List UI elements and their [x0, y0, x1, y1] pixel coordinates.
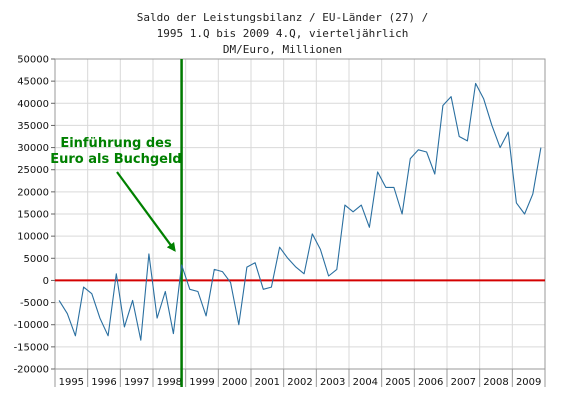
annotation-arrow: [116, 171, 176, 252]
y-tick-label: -15000: [14, 342, 49, 353]
x-tick-label: 2007: [451, 377, 476, 388]
chart-title: Saldo der Leistungsbilanz / EU-Länder (2…: [0, 10, 565, 58]
x-tick-label: 2009: [516, 377, 541, 388]
y-tick-label: -5000: [20, 298, 49, 309]
y-tick-label: 30000: [17, 143, 49, 154]
x-tick-label: 1998: [157, 377, 182, 388]
y-tick-label: 20000: [17, 187, 49, 198]
chart-grid: [55, 58, 545, 370]
y-tick-label: -20000: [14, 365, 49, 376]
series-line: [58, 82, 542, 341]
x-tick-label: 1997: [124, 377, 149, 388]
y-tick-label: 50000: [17, 55, 49, 66]
x-tick-label: 2003: [320, 377, 345, 388]
x-tick-label: 2001: [255, 377, 280, 388]
x-tick-label: 2006: [418, 377, 443, 388]
annotation: Einführung des Euro als Buchgeld: [50, 136, 182, 252]
x-tick-label: 2002: [287, 377, 312, 388]
y-tick-label: 15000: [17, 210, 49, 221]
y-tick-label: 25000: [17, 165, 49, 176]
x-tick-label: 2005: [385, 377, 410, 388]
chart-title-line-2: 1995 1.Q bis 2009 4.Q, vierteljährlich: [156, 27, 409, 40]
x-tick-label: 2000: [222, 377, 247, 388]
series-group: [58, 82, 542, 341]
chart-title-line-3: DM/Euro, Millionen: [222, 43, 343, 56]
y-tick-label: 5000: [24, 254, 49, 265]
y-axis: 5000045000400003500030000250002000015000…: [14, 55, 55, 376]
annotation-text-line-1: Einführung des: [60, 136, 172, 151]
y-tick-label: 0: [43, 276, 49, 287]
chart-title-line-1: Saldo der Leistungsbilanz / EU-Länder (2…: [136, 11, 429, 24]
x-axis: 1995 1996 1997 1998 1999 2000 2001 2002 2003 2004…: [54, 369, 546, 388]
x-tick-label: 1995: [59, 377, 84, 388]
y-tick-label: 10000: [17, 232, 49, 243]
y-tick-label: -10000: [14, 320, 49, 331]
y-tick-label: 45000: [17, 77, 49, 88]
y-tick-label: 35000: [17, 121, 49, 132]
annotation-text-line-2: Euro als Buchgeld: [50, 152, 182, 167]
x-tick-label: 2008: [483, 377, 508, 388]
x-tick-label: 1999: [189, 377, 214, 388]
x-tick-label: 1996: [91, 377, 116, 388]
y-tick-label: 40000: [17, 99, 49, 110]
x-tick-label: 2004: [353, 377, 378, 388]
reference-lines: [55, 59, 545, 387]
